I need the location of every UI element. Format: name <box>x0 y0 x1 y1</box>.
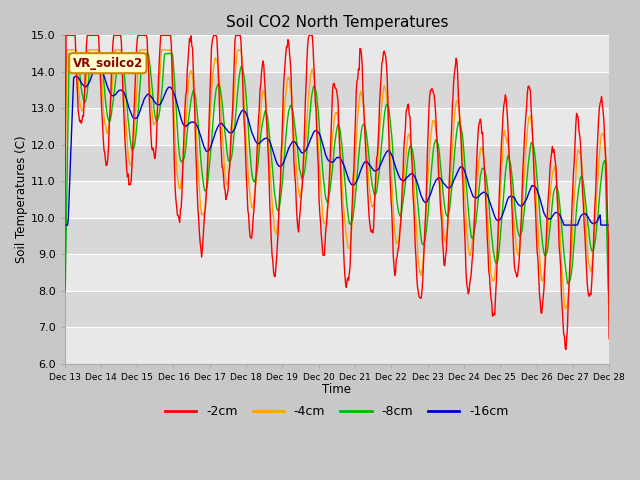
Legend: -2cm, -4cm, -8cm, -16cm: -2cm, -4cm, -8cm, -16cm <box>160 400 514 423</box>
Bar <box>65 327 609 364</box>
Bar <box>65 181 609 218</box>
Text: VR_soilco2: VR_soilco2 <box>73 57 143 70</box>
Title: Soil CO2 North Temperatures: Soil CO2 North Temperatures <box>225 15 448 30</box>
Bar <box>65 108 609 145</box>
Y-axis label: Soil Temperatures (C): Soil Temperatures (C) <box>15 136 28 264</box>
X-axis label: Time: Time <box>323 383 351 396</box>
Bar <box>65 72 609 108</box>
Bar <box>65 218 609 254</box>
Bar <box>65 254 609 291</box>
Bar <box>65 291 609 327</box>
Bar <box>65 36 609 72</box>
Bar <box>65 145 609 181</box>
